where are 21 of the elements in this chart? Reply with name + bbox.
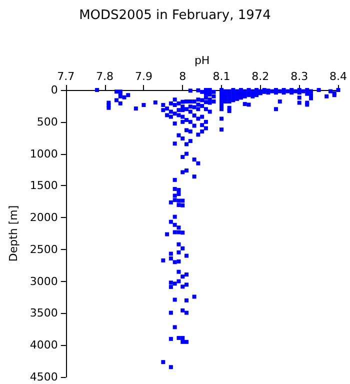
y-tick-label: 3000 xyxy=(30,274,58,288)
y-tick-label: 1500 xyxy=(30,179,58,192)
y-tick-label: 2500 xyxy=(30,242,58,256)
y-tick-label: 500 xyxy=(36,115,58,128)
x-tick-label: 7.9 xyxy=(134,70,152,83)
chart-title: MODS2005 in February, 1974 xyxy=(79,8,271,23)
x-tick-label: 8.1 xyxy=(212,70,230,83)
x-tick-label: 8.4 xyxy=(330,70,348,83)
x-tick-label: 7.7 xyxy=(57,70,75,83)
y-axis-title: Depth [m] xyxy=(7,205,20,262)
y-tick-label: 0 xyxy=(50,84,58,96)
x-tick-label: 7.8 xyxy=(96,70,114,83)
x-tick-label: 8.2 xyxy=(252,70,270,83)
x-tick-label: 8.3 xyxy=(290,70,308,83)
y-tick-label: 4500 xyxy=(30,370,58,384)
y-tick-label: 1000 xyxy=(30,147,58,160)
y-tick-label: 2000 xyxy=(30,211,58,224)
x-tick-label: 8 xyxy=(179,70,186,83)
y-tick-label: 3500 xyxy=(30,306,58,320)
x-axis-title: pH xyxy=(194,54,210,67)
y-tick-label: 4000 xyxy=(30,338,58,352)
